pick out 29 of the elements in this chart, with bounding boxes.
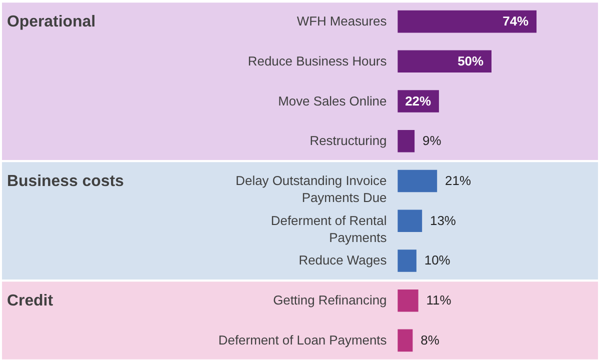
y-tick-label: Getting Refinancing (273, 292, 387, 308)
y-tick-label: Reduce Wages (298, 252, 387, 268)
data-label: 13% (430, 212, 456, 228)
bar (398, 130, 415, 152)
data-label: 8% (420, 332, 440, 348)
band-label: Operational (6, 14, 96, 31)
bar (398, 170, 438, 192)
data-label: 11% (426, 292, 452, 308)
bar (398, 50, 492, 73)
bar (398, 250, 416, 272)
y-tick-label: WFH Measures (296, 14, 387, 29)
data-label: 22% (405, 93, 432, 108)
bar (398, 329, 413, 352)
y-tick-label: Move Sales Online (278, 93, 387, 108)
bar (398, 289, 418, 312)
y-tick-label: Deferment of Loan Payments (218, 332, 387, 348)
y-tick-label: Deferment of Rental Payments (270, 212, 387, 245)
data-label: 9% (422, 133, 442, 148)
bar (398, 10, 537, 33)
y-tick-label: Delay Outstanding Invoice Payments Due (236, 172, 387, 205)
band-label: Credit (6, 292, 54, 310)
data-label: 74% (502, 14, 530, 29)
band-label: Business costs (6, 172, 124, 190)
data-label: 50% (458, 53, 484, 68)
data-label: 10% (424, 252, 451, 268)
y-tick-label: Reduce Business Hours (248, 53, 387, 68)
bar (398, 210, 422, 232)
data-label: 21% (445, 172, 472, 188)
y-tick-label: Restructuring (310, 133, 387, 148)
